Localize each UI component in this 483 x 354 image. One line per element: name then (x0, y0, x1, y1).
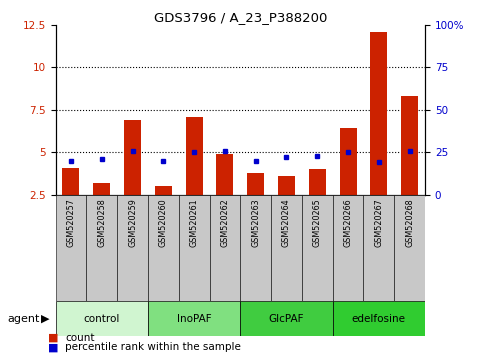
Text: GSM520268: GSM520268 (405, 198, 414, 246)
Text: GSM520263: GSM520263 (251, 198, 260, 246)
Bar (271, 195, 302, 301)
Bar (93, 183, 110, 195)
Text: ■: ■ (48, 342, 59, 352)
Text: ■: ■ (48, 333, 59, 343)
Text: GSM520266: GSM520266 (343, 198, 353, 246)
Text: GSM520259: GSM520259 (128, 198, 137, 247)
Bar (185, 116, 202, 195)
Bar (240, 301, 333, 336)
Bar (401, 96, 418, 195)
Bar (278, 176, 295, 195)
Bar (216, 154, 233, 195)
Text: GDS3796 / A_23_P388200: GDS3796 / A_23_P388200 (154, 11, 327, 24)
Text: agent: agent (7, 314, 40, 324)
Bar (302, 195, 333, 301)
Bar (148, 301, 241, 336)
Text: GSM520262: GSM520262 (220, 198, 229, 247)
Bar (56, 195, 86, 301)
Bar (124, 120, 141, 195)
Text: GlcPAF: GlcPAF (269, 314, 304, 324)
Bar (117, 195, 148, 301)
Bar (333, 301, 425, 336)
Text: edelfosine: edelfosine (352, 314, 406, 324)
Text: GSM520257: GSM520257 (67, 198, 75, 247)
Bar (340, 129, 356, 195)
Text: control: control (84, 314, 120, 324)
Bar (148, 195, 179, 301)
Text: GSM520261: GSM520261 (190, 198, 199, 246)
Bar (240, 195, 271, 301)
Bar (309, 169, 326, 195)
Bar (370, 32, 387, 195)
Bar (394, 195, 425, 301)
Bar (56, 301, 148, 336)
Bar (210, 195, 240, 301)
Text: percentile rank within the sample: percentile rank within the sample (65, 342, 241, 352)
Text: GSM520265: GSM520265 (313, 198, 322, 247)
Bar (86, 195, 117, 301)
Bar (247, 173, 264, 195)
Bar (155, 186, 172, 195)
Bar (179, 195, 210, 301)
Text: GSM520267: GSM520267 (374, 198, 384, 247)
Text: GSM520258: GSM520258 (97, 198, 106, 247)
Text: GSM520260: GSM520260 (159, 198, 168, 246)
Text: GSM520264: GSM520264 (282, 198, 291, 246)
Text: ▶: ▶ (41, 314, 50, 324)
Text: count: count (65, 333, 95, 343)
Text: InoPAF: InoPAF (177, 314, 212, 324)
Bar (62, 167, 79, 195)
Bar (364, 195, 394, 301)
Bar (333, 195, 364, 301)
